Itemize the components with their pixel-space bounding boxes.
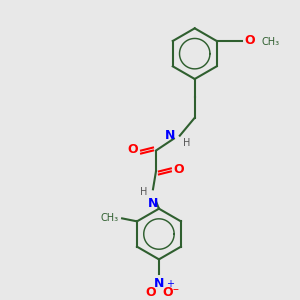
Text: CH₃: CH₃ — [101, 213, 119, 224]
Text: O⁻: O⁻ — [162, 286, 179, 299]
Text: O: O — [244, 34, 254, 47]
Text: +: + — [167, 279, 174, 289]
Text: N: N — [165, 129, 175, 142]
Text: N: N — [148, 197, 158, 210]
Text: O: O — [128, 142, 138, 156]
Text: O: O — [174, 164, 184, 176]
Text: O: O — [145, 286, 156, 299]
Text: CH₃: CH₃ — [262, 38, 280, 47]
Text: H: H — [140, 187, 147, 197]
Text: N: N — [154, 277, 164, 290]
Text: H: H — [183, 138, 190, 148]
